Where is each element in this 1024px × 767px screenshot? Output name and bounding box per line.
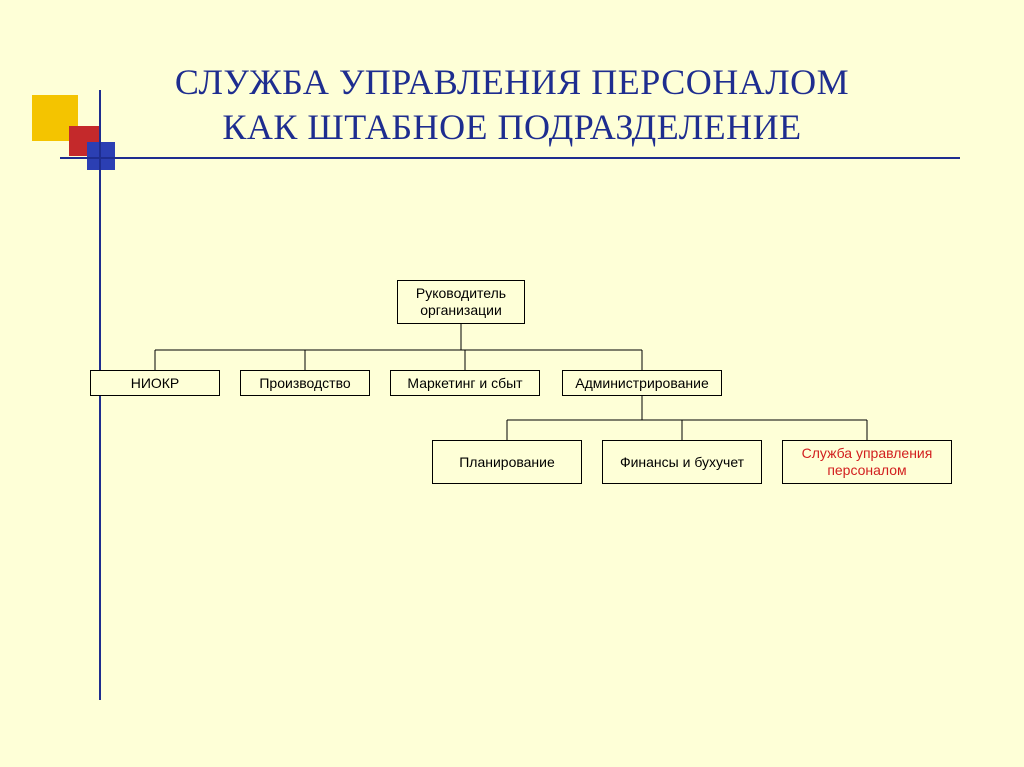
org-node-r2: Производство bbox=[240, 370, 370, 396]
org-node-b2: Финансы и бухучет bbox=[602, 440, 762, 484]
org-node-r3: Маркетинг и сбыт bbox=[390, 370, 540, 396]
org-node-r1: НИОКР bbox=[90, 370, 220, 396]
slide-title: СЛУЖБА УПРАВЛЕНИЯ ПЕРСОНАЛОМ КАК ШТАБНОЕ… bbox=[0, 60, 1024, 150]
org-node-root: Руководитель организации bbox=[397, 280, 525, 324]
slide-background: СЛУЖБА УПРАВЛЕНИЯ ПЕРСОНАЛОМ КАК ШТАБНОЕ… bbox=[0, 0, 1024, 767]
org-node-b3: Служба управления персоналом bbox=[782, 440, 952, 484]
org-node-r4: Администрирование bbox=[562, 370, 722, 396]
org-node-b1: Планирование bbox=[432, 440, 582, 484]
